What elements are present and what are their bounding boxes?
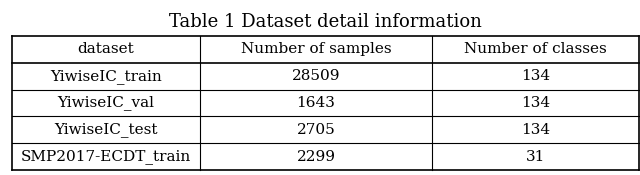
Text: 31: 31 <box>525 150 545 164</box>
Text: dataset: dataset <box>77 42 134 56</box>
Text: 134: 134 <box>521 123 550 137</box>
Text: 2705: 2705 <box>296 123 335 137</box>
Text: 2299: 2299 <box>296 150 335 164</box>
Text: Table 1 Dataset detail information: Table 1 Dataset detail information <box>169 13 482 32</box>
Text: Number of samples: Number of samples <box>241 42 391 56</box>
Text: YiwiseIC_test: YiwiseIC_test <box>54 122 158 137</box>
Text: 1643: 1643 <box>296 96 335 110</box>
Text: YiwiseIC_train: YiwiseIC_train <box>50 69 162 84</box>
Text: 134: 134 <box>521 96 550 110</box>
Text: 28509: 28509 <box>292 69 340 83</box>
Text: YiwiseIC_val: YiwiseIC_val <box>58 96 155 110</box>
Text: 134: 134 <box>521 69 550 83</box>
Text: SMP2017-ECDT_train: SMP2017-ECDT_train <box>21 149 191 164</box>
Text: Number of classes: Number of classes <box>464 42 607 56</box>
